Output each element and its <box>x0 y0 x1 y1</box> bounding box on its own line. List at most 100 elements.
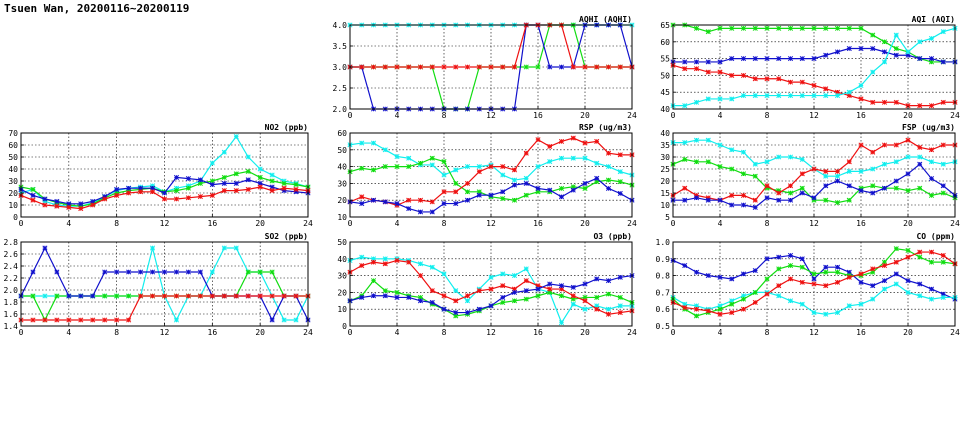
chart-aqhi: 2.0 2.5 3.0 3.5 4.0 0 4 8 12 16 20 24 AQHI (AQHI) <box>333 15 637 120</box>
y-tick-label: 45 <box>660 88 670 97</box>
data-point-green <box>221 174 227 180</box>
data-point-cyan <box>799 93 805 99</box>
data-point-green <box>905 188 911 194</box>
y-tick-label: 0.7 <box>656 288 671 297</box>
data-point-red <box>605 150 612 156</box>
x-tick-label: 20 <box>903 219 913 228</box>
data-point-green <box>682 156 688 162</box>
data-point-red <box>406 259 412 265</box>
data-point-cyan <box>281 317 287 323</box>
x-tick-label: 16 <box>856 328 866 337</box>
data-point-red <box>464 64 471 70</box>
data-point-red <box>429 288 435 294</box>
data-point-green <box>740 296 747 302</box>
data-point-red <box>441 64 447 70</box>
data-point-green <box>752 289 758 295</box>
data-point-red <box>693 306 700 312</box>
y-tick-label: 60 <box>337 129 347 138</box>
x-tick-label: 24 <box>303 328 313 337</box>
data-point-red <box>870 266 876 272</box>
data-point-blue <box>114 269 120 275</box>
data-point-blue <box>257 180 263 186</box>
data-point-red <box>149 189 156 195</box>
chart-co: 0.5 0.6 0.7 0.8 0.9 1.0 0 4 8 12 16 20 24 CO (ppm) <box>656 232 960 337</box>
data-point-green <box>858 185 864 191</box>
data-point-red <box>705 308 711 314</box>
data-point-red <box>740 192 747 198</box>
chart-title: AQHI (AQHI) <box>579 15 632 24</box>
data-point-red <box>605 64 612 70</box>
x-tick-label: 24 <box>303 219 313 228</box>
chart-o3: 0 10 20 30 40 50 0 4 8 12 16 20 24 O3 (ppb) <box>337 232 637 337</box>
x-tick-label: 0 <box>671 111 676 120</box>
data-point-green <box>928 259 935 265</box>
data-point-green <box>717 306 723 312</box>
data-point-red <box>594 64 600 70</box>
x-tick-label: 20 <box>580 219 590 228</box>
data-point-cyan <box>811 310 817 316</box>
data-point-blue <box>293 189 299 195</box>
data-point-green <box>417 160 424 166</box>
data-point-blue <box>102 269 108 275</box>
x-tick-label: 4 <box>395 219 400 228</box>
data-point-cyan <box>605 306 612 312</box>
data-point-red <box>834 279 841 285</box>
data-point-red <box>417 64 424 70</box>
data-point-red <box>464 293 471 299</box>
data-point-cyan <box>905 49 911 55</box>
y-tick-label: 1.4 <box>4 322 19 331</box>
data-point-cyan <box>693 303 700 309</box>
data-point-blue <box>705 197 711 203</box>
x-tick-label: 0 <box>348 111 353 120</box>
data-point-red <box>940 142 946 148</box>
data-point-blue <box>197 177 203 183</box>
data-point-green <box>928 192 935 198</box>
chart-rsp: 10 20 30 40 50 60 0 4 8 12 16 20 24 RSP (ug/m3) <box>337 123 637 228</box>
data-point-blue <box>570 284 576 290</box>
y-tick-label: 1.6 <box>4 310 19 319</box>
data-point-cyan <box>693 137 700 143</box>
data-point-red <box>370 259 377 265</box>
x-tick-label: 16 <box>208 328 218 337</box>
data-point-blue <box>717 197 723 203</box>
data-point-green <box>870 32 876 38</box>
y-tick-label: 2.4 <box>4 262 19 271</box>
data-point-green <box>740 25 747 31</box>
data-point-blue <box>729 202 735 208</box>
y-tick-label: 0.6 <box>656 305 671 314</box>
data-point-blue <box>406 206 412 212</box>
data-point-green <box>940 259 946 265</box>
data-point-red <box>90 317 96 323</box>
x-tick-label: 8 <box>765 111 770 120</box>
data-point-cyan <box>382 147 388 153</box>
data-point-green <box>245 269 251 275</box>
data-point-blue <box>453 310 459 316</box>
data-point-green <box>500 299 506 306</box>
data-point-green <box>547 289 553 295</box>
y-tick-label: 2.0 <box>4 286 19 295</box>
data-point-blue <box>30 269 36 275</box>
y-tick-label: 15 <box>660 189 670 198</box>
y-tick-label: 20 <box>660 177 670 186</box>
data-point-red <box>54 317 60 323</box>
data-point-blue <box>90 293 96 299</box>
data-point-red <box>846 274 852 280</box>
x-tick-label: 4 <box>66 219 71 228</box>
data-point-red <box>114 192 120 198</box>
data-point-cyan <box>149 245 156 251</box>
data-point-red <box>441 189 447 195</box>
data-point-red <box>893 259 899 265</box>
x-tick-label: 12 <box>486 328 496 337</box>
data-point-green <box>173 188 180 194</box>
data-point-red <box>149 293 156 299</box>
data-point-blue <box>359 201 365 207</box>
chart-title: SO2 (ppb) <box>265 232 308 241</box>
data-point-red <box>535 283 541 289</box>
data-point-red <box>257 293 263 299</box>
data-point-red <box>717 311 723 317</box>
data-point-red <box>823 283 829 289</box>
data-point-blue <box>823 264 829 270</box>
data-point-blue <box>717 59 723 65</box>
x-tick-label: 24 <box>627 328 637 337</box>
data-point-green <box>693 313 700 319</box>
